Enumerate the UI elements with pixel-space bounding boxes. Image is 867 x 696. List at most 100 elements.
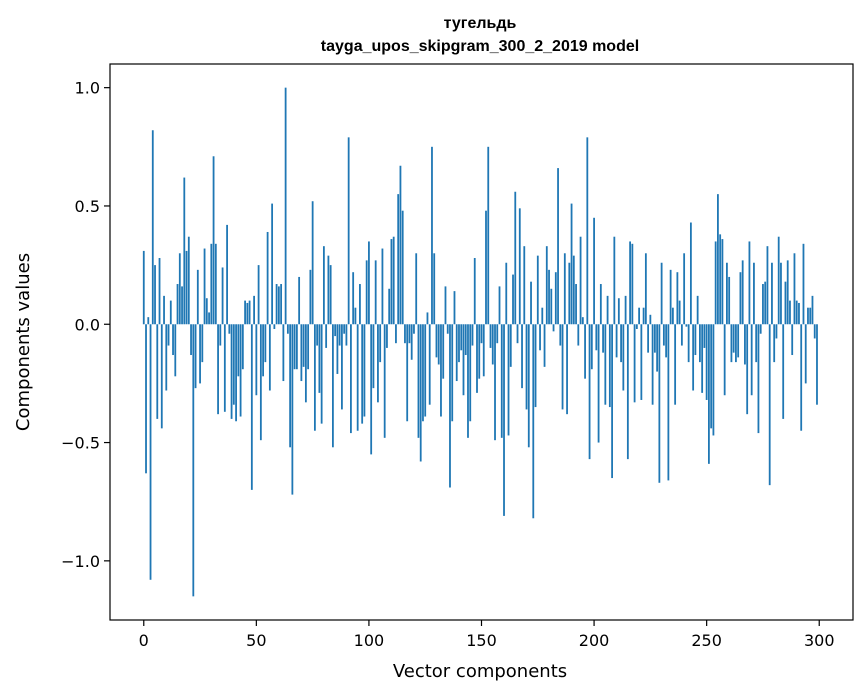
- bar-263: [735, 324, 737, 363]
- bar-67: [293, 324, 296, 370]
- bar-115: [401, 210, 404, 325]
- bar-260: [728, 276, 731, 325]
- bar-157: [496, 324, 499, 344]
- bar-186: [561, 324, 564, 410]
- bar-203: [599, 284, 602, 325]
- bar-172: [530, 281, 532, 325]
- bar-114: [399, 165, 402, 325]
- bar-294: [804, 324, 807, 384]
- bar-33: [217, 324, 219, 415]
- bar-138: [453, 291, 456, 325]
- bar-43: [239, 324, 242, 417]
- bar-18: [183, 177, 186, 325]
- bar-224: [647, 324, 650, 353]
- chart-title: тугельдь: [444, 15, 517, 32]
- bar-27: [203, 248, 206, 325]
- bar-107: [383, 324, 386, 438]
- bar-173: [532, 324, 535, 519]
- bar-295: [807, 307, 809, 325]
- bar-226: [651, 324, 654, 405]
- bar-45: [244, 300, 246, 325]
- bar-278: [768, 324, 771, 486]
- bar-24: [196, 269, 199, 325]
- bar-151: [482, 324, 485, 377]
- bar-289: [793, 253, 796, 325]
- bar-84: [332, 324, 334, 448]
- bar-106: [381, 248, 384, 325]
- bar-122: [417, 324, 420, 438]
- bar-0: [142, 250, 145, 325]
- y-tick-label: −1.0: [61, 552, 100, 571]
- bar-191: [572, 255, 575, 325]
- bar-12: [169, 300, 172, 325]
- bar-64: [286, 324, 289, 334]
- bar-287: [789, 300, 791, 325]
- bar-197: [586, 137, 589, 325]
- bar-31: [212, 156, 215, 325]
- bar-95: [356, 324, 359, 431]
- bar-207: [608, 324, 611, 408]
- bar-134: [444, 286, 447, 325]
- bar-49: [253, 295, 255, 325]
- bar-87: [338, 324, 341, 346]
- x-tick-label: 50: [246, 631, 266, 650]
- bar-70: [300, 324, 303, 382]
- bar-94: [354, 307, 357, 325]
- bar-42: [237, 324, 240, 377]
- bar-185: [559, 324, 562, 346]
- bar-11: [167, 324, 170, 346]
- bar-56: [268, 324, 271, 391]
- bar-81: [325, 324, 328, 348]
- bar-175: [536, 255, 539, 325]
- bar-137: [451, 324, 454, 422]
- bar-123: [419, 324, 422, 462]
- bar-6: [156, 324, 159, 419]
- bar-32: [214, 243, 217, 325]
- bar-237: [676, 272, 679, 325]
- bar-262: [732, 324, 735, 353]
- bar-293: [802, 243, 805, 325]
- bar-116: [404, 324, 406, 344]
- bar-248: [701, 324, 704, 393]
- bar-205: [604, 324, 607, 405]
- bar-214: [624, 295, 627, 325]
- bar-167: [518, 208, 521, 325]
- bar-57: [271, 203, 274, 325]
- bar-183: [554, 272, 557, 325]
- bar-273: [757, 324, 760, 434]
- bar-254: [714, 241, 717, 325]
- bar-218: [633, 324, 636, 403]
- bar-231: [662, 324, 665, 346]
- bar-73: [307, 324, 310, 370]
- bar-36: [223, 324, 226, 412]
- bar-298: [813, 324, 816, 339]
- bar-212: [620, 324, 622, 363]
- bar-241: [685, 324, 688, 327]
- bar-103: [374, 260, 377, 325]
- bar-105: [379, 324, 382, 363]
- bar-181: [550, 288, 553, 325]
- bar-3: [149, 324, 152, 580]
- bar-128: [431, 146, 433, 325]
- bar-250: [705, 324, 708, 400]
- bar-192: [575, 284, 577, 325]
- bar-147: [473, 258, 476, 325]
- bar-50: [255, 324, 258, 396]
- bar-82: [327, 255, 330, 325]
- bar-211: [617, 298, 620, 325]
- bar-86: [336, 324, 339, 374]
- y-tick-label: 0.0: [75, 315, 100, 334]
- bar-178: [543, 324, 546, 367]
- bar-281: [775, 324, 778, 339]
- x-tick-label: 300: [804, 631, 835, 650]
- bar-174: [534, 324, 537, 408]
- bar-246: [696, 295, 699, 325]
- bar-74: [309, 269, 312, 325]
- bar-141: [460, 324, 463, 351]
- bar-291: [798, 302, 800, 325]
- bar-119: [410, 324, 413, 360]
- bar-133: [442, 324, 445, 379]
- bar-233: [667, 324, 670, 481]
- x-tick-label: 0: [139, 631, 149, 650]
- bar-253: [712, 324, 715, 436]
